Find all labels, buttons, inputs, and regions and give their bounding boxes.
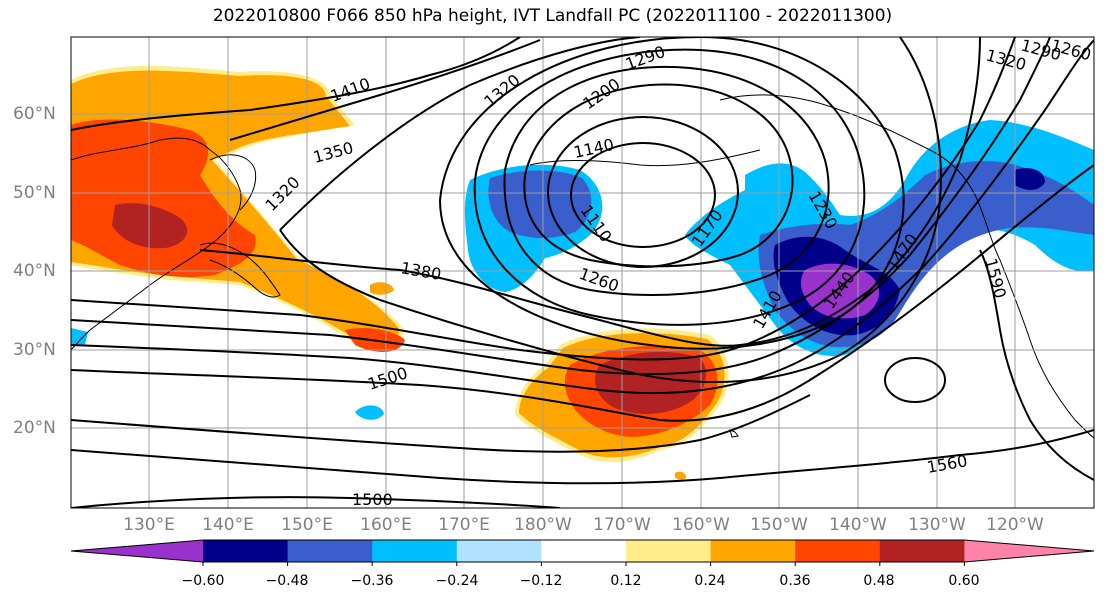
contour-1590-high (884, 357, 946, 403)
map-frame (70, 36, 1095, 509)
negative-anomaly-small-2 (71, 328, 88, 345)
contour-label: 1500 (352, 490, 393, 509)
positive-anomaly-central-pacific-dark (595, 351, 707, 414)
contour-1320 (279, 37, 942, 383)
ivt-shading (71, 65, 1094, 480)
lon-label: 130°E (123, 515, 175, 535)
colorbar-extend-max (964, 540, 1094, 562)
contour-1380 (199, 37, 981, 347)
lon-label: 160°E (360, 515, 412, 535)
lon-label: 150°E (281, 515, 333, 535)
negative-anomaly-dateline-blue (488, 170, 592, 238)
contour-1350 (229, 39, 541, 141)
colorbar-tick-label: 0.24 (694, 573, 726, 589)
contour-1410 (71, 37, 1016, 361)
lon-label: 140°E (202, 515, 254, 535)
coastline-hawaii (729, 429, 739, 438)
colorbar-tick-label: −0.60 (181, 573, 225, 589)
positive-anomaly-asia-dark (112, 203, 188, 249)
contour-1200 (523, 83, 794, 268)
colorbar-segment (203, 540, 289, 562)
coastline-alaska (719, 94, 1094, 439)
colorbar-segment (372, 540, 458, 562)
lon-label: 150°W (750, 515, 808, 535)
contour-low-1140 (570, 142, 716, 248)
colorbar-extend-min (71, 540, 203, 562)
lat-label: 50°N (13, 183, 56, 203)
contour-1230 (503, 66, 830, 296)
map-title: 2022010800 F066 850 hPa height, IVT Land… (212, 6, 893, 26)
contour-1590 (979, 249, 1094, 481)
coastline-aleutians (529, 149, 761, 167)
lon-label: 160°W (672, 515, 730, 535)
colorbar-segment (456, 540, 542, 562)
graticule (71, 37, 1094, 508)
colorbar-segment (795, 540, 881, 562)
colorbar-tick-label: 0.48 (863, 573, 895, 589)
contour-1440 (71, 37, 1051, 376)
colorbar (70, 539, 1095, 566)
lon-label: 120°W (986, 515, 1044, 535)
colorbar-segment (710, 540, 796, 562)
colorbar-tick-label: 0.36 (779, 573, 811, 589)
colorbar-tick-label: 0.12 (610, 573, 642, 589)
lat-label: 40°N (13, 261, 56, 281)
coastline-kamchatka (209, 154, 257, 211)
lat-label: 60°N (13, 104, 56, 124)
colorbar-tick-label: 0.60 (948, 573, 980, 589)
lon-label: 140°W (829, 515, 887, 535)
colorbar-tick-label: −0.48 (265, 573, 309, 589)
contour-1260 (473, 48, 866, 326)
colorbar-segment (626, 540, 712, 562)
colorbar-segment (541, 540, 627, 562)
colorbar-segment (287, 540, 373, 562)
contour-1500-south (71, 496, 561, 508)
contour-1470 (71, 39, 1094, 395)
lon-label: 180°W (514, 515, 572, 535)
contour-1500 (71, 164, 1094, 422)
lon-label: 170°W (593, 515, 651, 535)
contour-1560 (71, 429, 1094, 485)
positive-anomaly-small-2 (675, 471, 686, 480)
coastline-japan (199, 242, 281, 298)
colorbar-tick-label: −0.24 (435, 573, 479, 589)
positive-anomaly-small-1 (370, 282, 394, 295)
positive-anomaly-asia-red (71, 119, 256, 277)
negative-anomaly-ne-pacific-purple (800, 263, 880, 319)
contour-1530 (71, 394, 811, 453)
negative-anomaly-small-1 (355, 405, 384, 420)
colorbar-tick-label: −0.36 (350, 573, 394, 589)
lon-label: 170°E (438, 515, 490, 535)
lat-label: 30°N (13, 340, 56, 360)
colorbar-segment (879, 540, 965, 562)
lat-label: 20°N (13, 418, 56, 438)
lon-label: 130°W (908, 515, 966, 535)
negative-anomaly-ne-pacific-navy2 (1015, 168, 1045, 190)
height-contours (71, 37, 1094, 508)
colorbar-tick-label: −0.12 (519, 573, 563, 589)
